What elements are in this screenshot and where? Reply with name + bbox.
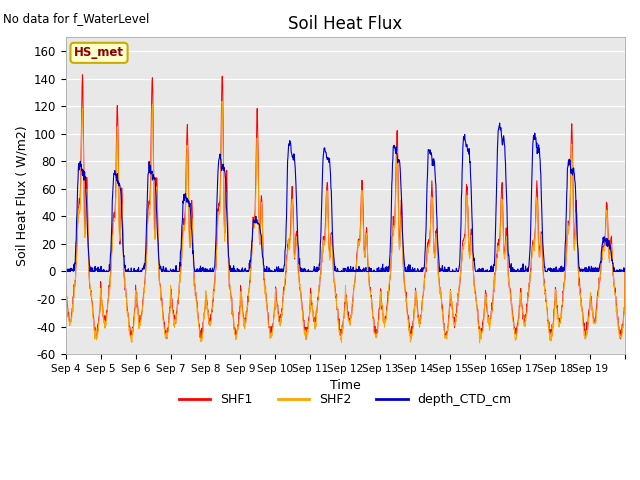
depth_CTD_cm [614, 267, 622, 273]
SHF2 [149, 140, 157, 146]
depth_CTD_cm [62, 269, 70, 275]
depth_CTD_cm [331, 262, 339, 268]
depth_CTD_cm [559, 268, 567, 274]
depth_CTD_cm [477, 269, 485, 275]
Text: No data for f_WaterLevel: No data for f_WaterLevel [3, 12, 150, 25]
Text: HS_met: HS_met [74, 47, 124, 60]
SHF1 [560, 283, 568, 288]
depth_CTD_cm [320, 145, 328, 151]
depth_CTD_cm [149, 175, 157, 180]
SHF2 [218, 98, 226, 104]
SHF2 [478, 329, 486, 335]
SHF1 [150, 155, 157, 160]
SHF2 [614, 325, 622, 331]
X-axis label: Time: Time [330, 379, 361, 393]
SHF1 [321, 239, 328, 244]
Line: SHF1: SHF1 [66, 75, 625, 339]
SHF2 [476, 340, 483, 346]
Y-axis label: Soil Heat Flux ( W/m2): Soil Heat Flux ( W/m2) [15, 125, 28, 266]
Legend: SHF1, SHF2, depth_CTD_cm: SHF1, SHF2, depth_CTD_cm [174, 388, 516, 411]
SHF1 [302, 336, 310, 342]
SHF2 [560, 287, 568, 292]
SHF2 [321, 240, 328, 246]
SHF1 [332, 287, 339, 292]
SHF2 [62, 283, 70, 288]
SHF2 [621, 269, 629, 275]
Line: depth_CTD_cm: depth_CTD_cm [66, 123, 625, 272]
SHF1 [478, 325, 486, 331]
SHF1 [614, 326, 622, 332]
SHF1 [62, 280, 70, 286]
depth_CTD_cm [496, 120, 504, 126]
depth_CTD_cm [621, 269, 629, 275]
Title: Soil Heat Flux: Soil Heat Flux [288, 15, 403, 33]
SHF2 [331, 284, 339, 290]
SHF1 [79, 72, 86, 78]
Line: SHF2: SHF2 [66, 101, 625, 343]
SHF1 [621, 269, 629, 275]
